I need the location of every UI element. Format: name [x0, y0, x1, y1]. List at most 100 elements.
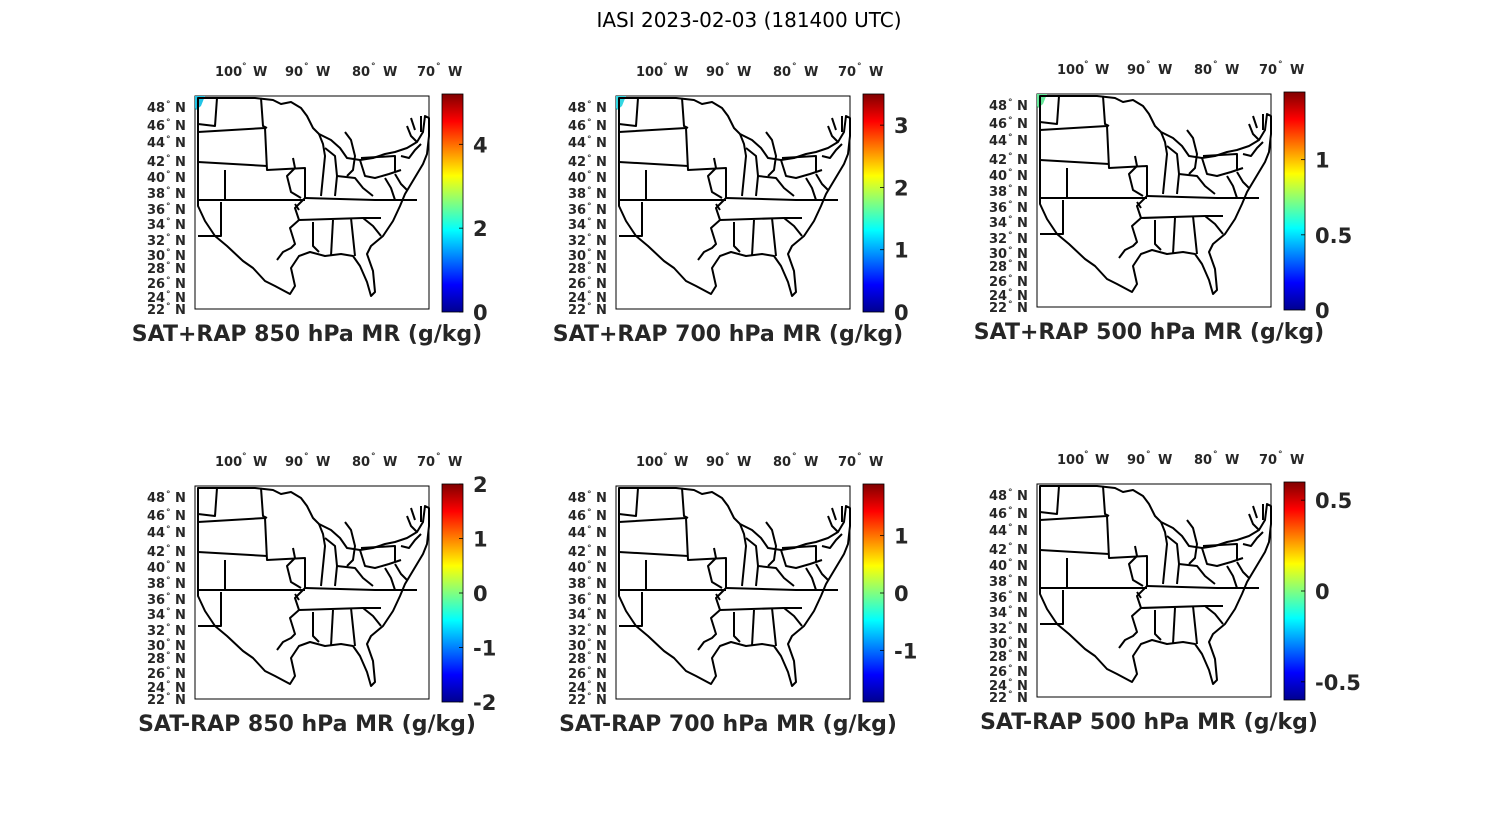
- map-panel: 100 ° W 90 ° W 80 ° W 70 ° W48 ° N46 ° N44 ° N42 ° N40 ° N38 °…: [132, 62, 488, 347]
- lon-tick-label: 90: [1127, 453, 1145, 468]
- degree-symbol: °: [166, 170, 171, 180]
- lat-tick-label: 44: [147, 136, 165, 151]
- lat-hemisphere: N: [596, 509, 607, 524]
- lat-tick-label: 46: [568, 119, 586, 134]
- degree-symbol: °: [1008, 200, 1013, 210]
- map-panel: 100 ° W 90 ° W 80 ° W 70 ° W48 ° N46 ° N44 ° N42 ° N40 ° N38 °…: [980, 450, 1361, 735]
- degree-symbol: °: [1008, 664, 1013, 674]
- lat-hemisphere: N: [175, 693, 186, 708]
- lat-hemisphere: N: [1017, 507, 1028, 522]
- lon-tick-label: 80: [1194, 63, 1212, 78]
- panel-title: SAT+RAP 500 hPa MR (g/kg): [974, 320, 1324, 345]
- lat-hemisphere: N: [596, 681, 607, 696]
- colorbar-tick-label: 4: [473, 133, 488, 157]
- lat-tick-label: 48: [147, 101, 165, 116]
- lat-tick-label: 42: [989, 153, 1007, 168]
- lon-tick-label: 90: [285, 455, 303, 470]
- lon-tick-label: 70: [1259, 453, 1277, 468]
- degree-symbol: °: [1008, 649, 1013, 659]
- degree-symbol: °: [166, 508, 171, 518]
- lon-tick-label: 90: [1127, 63, 1145, 78]
- lat-hemisphere: N: [596, 277, 607, 292]
- degree-symbol: °: [166, 118, 171, 128]
- lat-hemisphere: N: [175, 262, 186, 277]
- lon-hemisphere: W: [737, 455, 751, 470]
- lat-hemisphere: N: [1017, 559, 1028, 574]
- panel-title: SAT+RAP 700 hPa MR (g/kg): [553, 322, 903, 347]
- lat-hemisphere: N: [1017, 260, 1028, 275]
- lat-hemisphere: N: [1017, 201, 1028, 216]
- degree-symbol: °: [166, 576, 171, 586]
- lat-tick-label: 22: [568, 693, 586, 708]
- colorbar-tick-label: 1: [1315, 149, 1330, 173]
- lat-hemisphere: N: [1017, 691, 1028, 706]
- degree-symbol: °: [1008, 288, 1013, 298]
- lon-hemisphere: W: [674, 455, 688, 470]
- degree-symbol: °: [166, 100, 171, 110]
- lat-tick-label: 44: [568, 136, 586, 151]
- degree-symbol: °: [1008, 590, 1013, 600]
- lat-hemisphere: N: [1017, 275, 1028, 290]
- lon-hemisphere: W: [316, 65, 330, 80]
- degree-symbol: °: [166, 276, 171, 286]
- lat-tick-label: 42: [147, 155, 165, 170]
- lat-hemisphere: N: [175, 509, 186, 524]
- degree-symbol: °: [1008, 678, 1013, 688]
- colorbar-tick-label: 2: [473, 217, 488, 241]
- lon-tick-label: 100: [636, 455, 663, 470]
- lat-tick-label: 34: [568, 608, 586, 623]
- lat-tick-label: 34: [568, 218, 586, 233]
- lat-tick-label: 22: [989, 691, 1007, 706]
- lat-hemisphere: N: [596, 136, 607, 151]
- colorbar-tick-label: 2: [894, 176, 909, 200]
- lat-hemisphere: N: [596, 101, 607, 116]
- lat-tick-label: 36: [568, 593, 586, 608]
- degree-symbol: °: [1008, 274, 1013, 284]
- lat-tick-label: 26: [989, 665, 1007, 680]
- lat-hemisphere: N: [1017, 575, 1028, 590]
- degree-symbol: °: [166, 666, 171, 676]
- figure-title: IASI 2023-02-03 (181400 UTC): [596, 8, 901, 32]
- degree-symbol: °: [1084, 60, 1089, 70]
- lon-tick-label: 80: [773, 65, 791, 80]
- lat-tick-label: 40: [147, 561, 165, 576]
- degree-symbol: °: [587, 118, 592, 128]
- lat-hemisphere: N: [1017, 524, 1028, 539]
- lat-hemisphere: N: [596, 561, 607, 576]
- lat-tick-label: 48: [568, 491, 586, 506]
- degree-symbol: °: [587, 576, 592, 586]
- degree-symbol: °: [587, 560, 592, 570]
- lon-tick-label: 100: [215, 65, 242, 80]
- degree-symbol: °: [663, 62, 668, 72]
- lat-hemisphere: N: [1017, 543, 1028, 558]
- degree-symbol: °: [1008, 636, 1013, 646]
- lat-hemisphere: N: [175, 203, 186, 218]
- degree-symbol: °: [587, 186, 592, 196]
- lat-hemisphere: N: [175, 101, 186, 116]
- degree-symbol: °: [1008, 542, 1013, 552]
- degree-symbol: °: [166, 202, 171, 212]
- lat-hemisphere: N: [1017, 606, 1028, 621]
- degree-symbol: °: [1278, 60, 1283, 70]
- lon-hemisphere: W: [869, 65, 883, 80]
- lat-tick-label: 34: [989, 606, 1007, 621]
- colorbar-tick-label: 0.5: [1315, 224, 1352, 248]
- degree-symbol: °: [725, 452, 730, 462]
- lat-tick-label: 30: [989, 637, 1007, 652]
- lat-tick-label: 32: [147, 624, 165, 639]
- degree-symbol: °: [242, 62, 247, 72]
- colorbar-tick-label: 0: [473, 582, 488, 606]
- lat-hemisphere: N: [596, 218, 607, 233]
- degree-symbol: °: [1008, 215, 1013, 225]
- colorbar: [1283, 91, 1306, 311]
- lon-hemisphere: W: [804, 65, 818, 80]
- map-frame: [1036, 483, 1272, 698]
- degree-symbol: °: [166, 302, 171, 312]
- degree-symbol: °: [725, 62, 730, 72]
- lat-tick-label: 36: [147, 593, 165, 608]
- lat-hemisphere: N: [1017, 232, 1028, 247]
- colorbar-tick-label: 0: [894, 301, 909, 325]
- degree-symbol: °: [587, 170, 592, 180]
- degree-symbol: °: [304, 62, 309, 72]
- lat-tick-label: 46: [568, 509, 586, 524]
